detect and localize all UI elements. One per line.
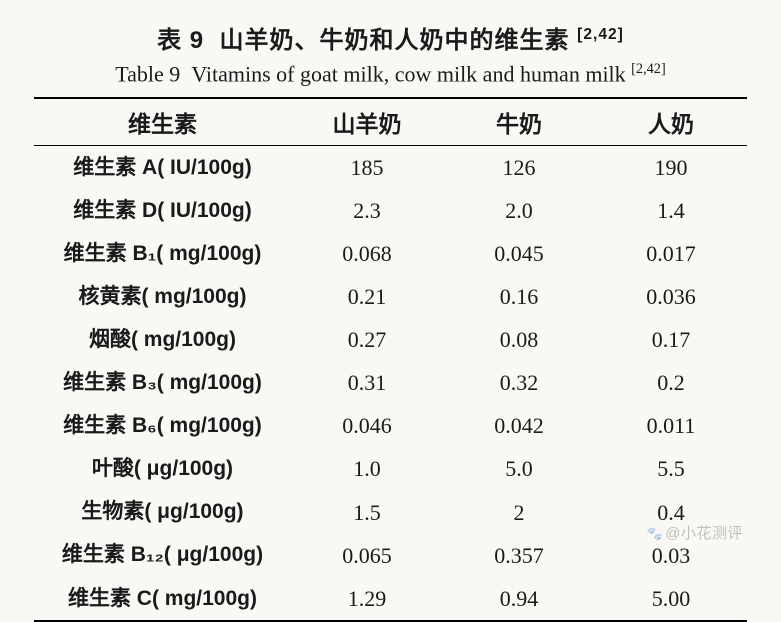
cell-value: 0.16 bbox=[443, 276, 595, 319]
table-row: 维生素 B₆( mg/100g)0.0460.0420.011 bbox=[34, 405, 747, 448]
table-row: 烟酸( mg/100g)0.270.080.17 bbox=[34, 319, 747, 362]
cell-value: 0.4 bbox=[595, 491, 747, 534]
caption-zh-ref: [2,42] bbox=[577, 26, 624, 43]
table-row: 维生素 B₁( mg/100g)0.0680.0450.017 bbox=[34, 233, 747, 276]
cell-value: 0.011 bbox=[595, 405, 747, 448]
cell-value: 0.045 bbox=[443, 233, 595, 276]
cell-value: 0.27 bbox=[291, 319, 443, 362]
table-row: 维生素 D( IU/100g)2.32.01.4 bbox=[34, 189, 747, 232]
cell-value: 0.17 bbox=[595, 319, 747, 362]
col-header-goat: 山羊奶 bbox=[291, 98, 443, 146]
cell-name: 维生素 B₃( mg/100g) bbox=[34, 362, 291, 405]
cell-value: 0.357 bbox=[443, 534, 595, 577]
cell-value: 1.4 bbox=[595, 189, 747, 232]
cell-value: 0.32 bbox=[443, 362, 595, 405]
caption-en-ref: [2,42] bbox=[631, 61, 666, 77]
cell-value: 0.068 bbox=[291, 233, 443, 276]
table-row: 核黄素( mg/100g)0.210.160.036 bbox=[34, 276, 747, 319]
cell-value: 1.0 bbox=[291, 448, 443, 491]
cell-value: 190 bbox=[595, 146, 747, 190]
cell-value: 0.042 bbox=[443, 405, 595, 448]
table-row: 维生素 C( mg/100g)1.290.945.00 bbox=[34, 577, 747, 621]
cell-value: 2.3 bbox=[291, 189, 443, 232]
table-row: 叶酸( μg/100g)1.05.05.5 bbox=[34, 448, 747, 491]
cell-name: 生物素( μg/100g) bbox=[34, 491, 291, 534]
cell-value: 0.2 bbox=[595, 362, 747, 405]
cell-value: 0.94 bbox=[443, 577, 595, 621]
cell-value: 2.0 bbox=[443, 189, 595, 232]
cell-value: 1.5 bbox=[291, 491, 443, 534]
table-body: 维生素 A( IU/100g)185126190维生素 D( IU/100g)2… bbox=[34, 146, 747, 622]
table-row: 维生素 B₃( mg/100g)0.310.320.2 bbox=[34, 362, 747, 405]
cell-name: 维生素 C( mg/100g) bbox=[34, 577, 291, 621]
cell-name: 叶酸( μg/100g) bbox=[34, 448, 291, 491]
table-card: 表 9 山羊奶、牛奶和人奶中的维生素 [2,42] Table 9 Vitami… bbox=[0, 0, 781, 565]
cell-name: 烟酸( mg/100g) bbox=[34, 319, 291, 362]
cell-value: 185 bbox=[291, 146, 443, 190]
table-row: 维生素 B₁₂( μg/100g)0.0650.3570.03 bbox=[34, 534, 747, 577]
caption-en: Table 9 Vitamins of goat milk, cow milk … bbox=[34, 61, 747, 87]
vitamins-table: 维生素 山羊奶 牛奶 人奶 维生素 A( IU/100g)185126190维生… bbox=[34, 97, 747, 622]
cell-value: 5.00 bbox=[595, 577, 747, 621]
cell-value: 1.29 bbox=[291, 577, 443, 621]
caption-en-label: Table 9 bbox=[115, 61, 180, 86]
cell-name: 维生素 B₁₂( μg/100g) bbox=[34, 534, 291, 577]
caption-en-text: Vitamins of goat milk, cow milk and huma… bbox=[191, 61, 625, 86]
table-row: 维生素 A( IU/100g)185126190 bbox=[34, 146, 747, 190]
caption-zh-text: 山羊奶、牛奶和人奶中的维生素 bbox=[219, 27, 569, 54]
caption-zh-label: 表 9 bbox=[157, 27, 204, 54]
table-row: 生物素( μg/100g)1.520.4 bbox=[34, 491, 747, 534]
cell-value: 5.0 bbox=[443, 448, 595, 491]
caption-zh: 表 9 山羊奶、牛奶和人奶中的维生素 [2,42] bbox=[34, 20, 747, 55]
cell-value: 0.31 bbox=[291, 362, 443, 405]
cell-name: 维生素 B₁( mg/100g) bbox=[34, 233, 291, 276]
col-header-name: 维生素 bbox=[34, 98, 291, 146]
cell-value: 5.5 bbox=[595, 448, 747, 491]
table-header-row: 维生素 山羊奶 牛奶 人奶 bbox=[34, 98, 747, 146]
cell-name: 维生素 D( IU/100g) bbox=[34, 189, 291, 232]
cell-value: 126 bbox=[443, 146, 595, 190]
cell-value: 0.065 bbox=[291, 534, 443, 577]
col-header-cow: 牛奶 bbox=[443, 98, 595, 146]
cell-value: 0.046 bbox=[291, 405, 443, 448]
cell-value: 0.08 bbox=[443, 319, 595, 362]
cell-value: 0.03 bbox=[595, 534, 747, 577]
cell-value: 0.036 bbox=[595, 276, 747, 319]
cell-name: 核黄素( mg/100g) bbox=[34, 276, 291, 319]
cell-value: 0.017 bbox=[595, 233, 747, 276]
cell-value: 2 bbox=[443, 491, 595, 534]
cell-name: 维生素 B₆( mg/100g) bbox=[34, 405, 291, 448]
cell-value: 0.21 bbox=[291, 276, 443, 319]
cell-name: 维生素 A( IU/100g) bbox=[34, 146, 291, 190]
col-header-human: 人奶 bbox=[595, 98, 747, 146]
